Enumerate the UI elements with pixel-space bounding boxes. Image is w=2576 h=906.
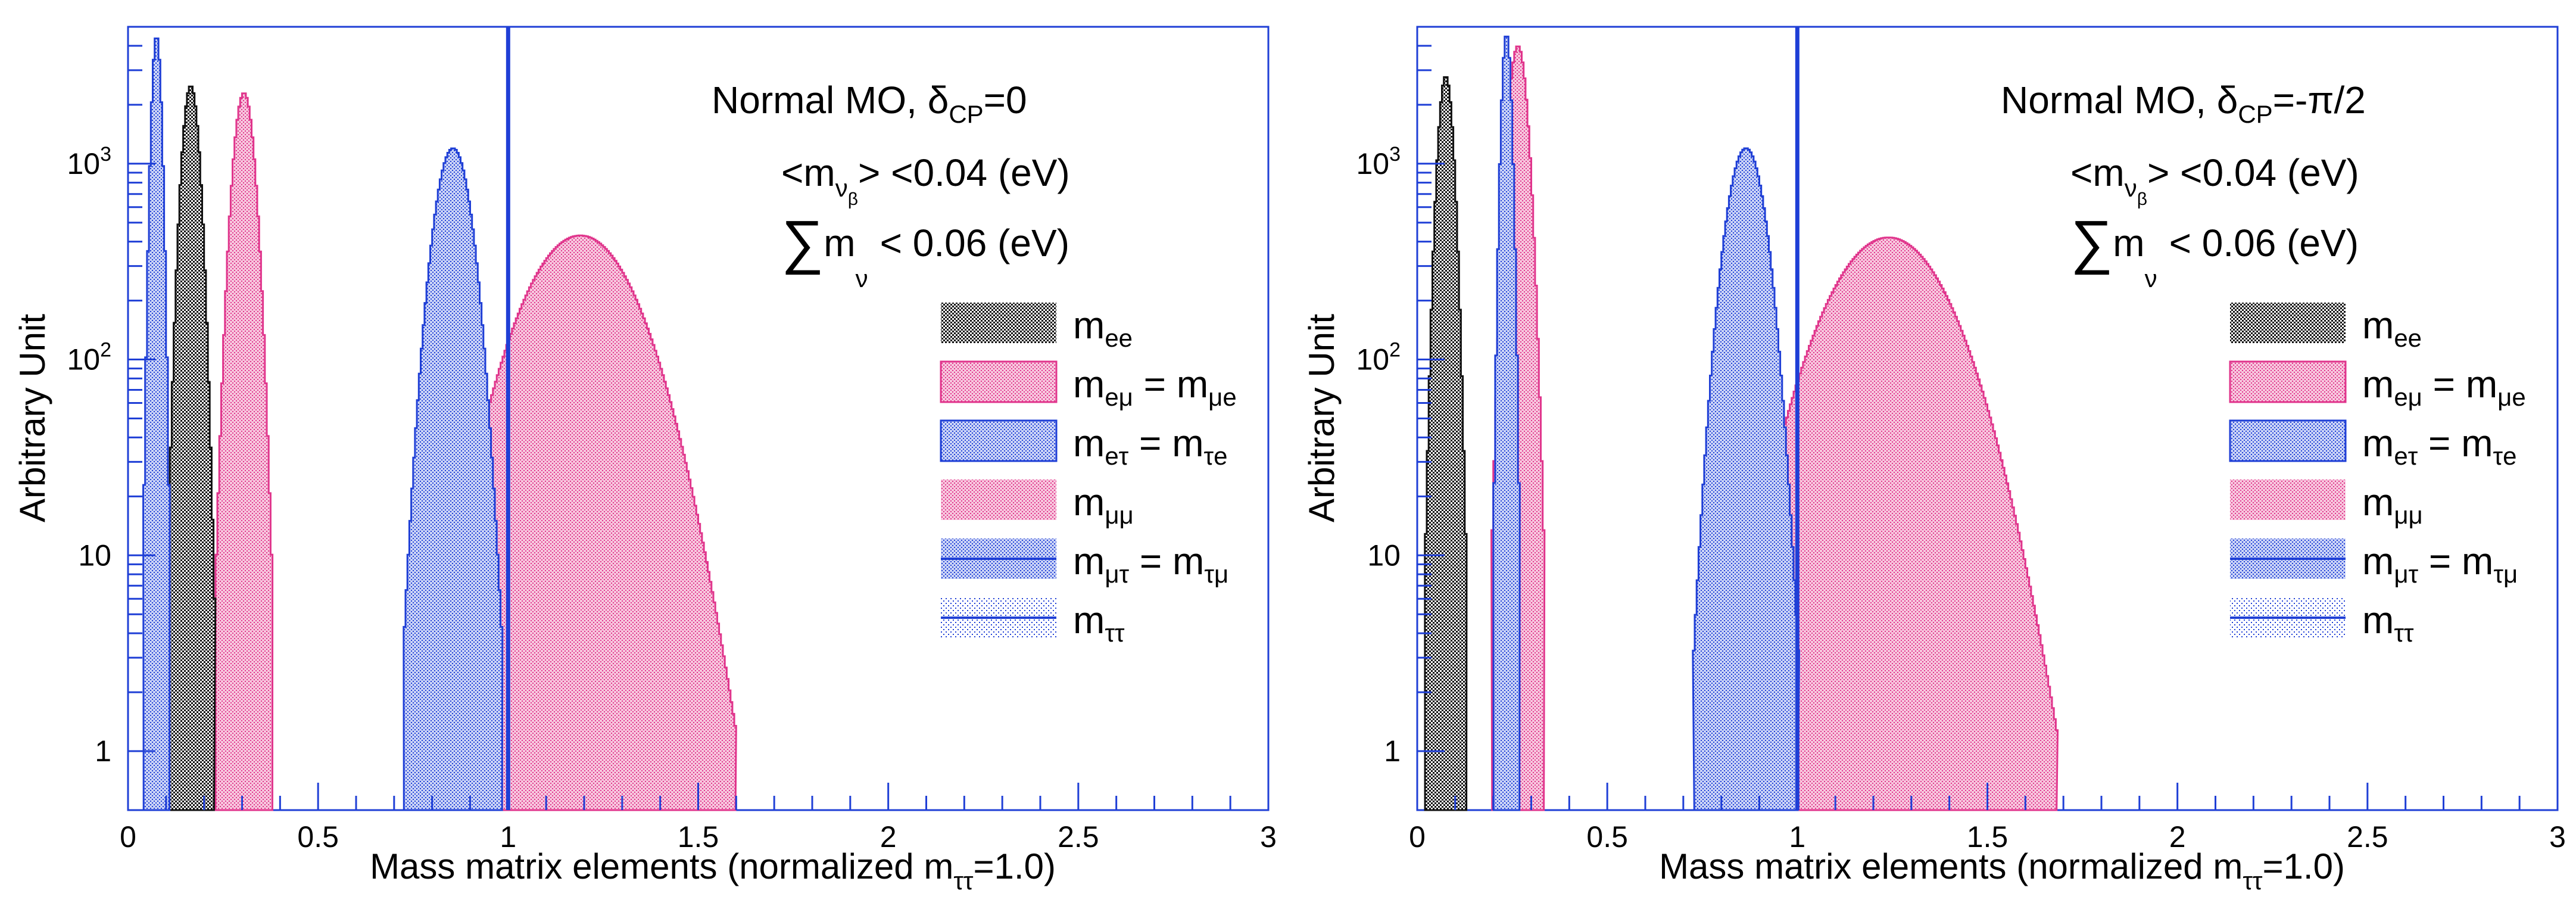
x-axis-title: Mass matrix elements (normalized mττ=1.0…: [370, 846, 1056, 895]
y-tick-label: 102: [1356, 339, 1401, 376]
x-tick-label: 0: [120, 820, 136, 854]
histogram-ee: [165, 85, 217, 811]
sum-limit-text: ∑mν< 0.06 (eV): [781, 208, 1069, 292]
mass-limit-text: <mνβ> <0.04 (eV): [2070, 151, 2359, 209]
legend: mee meμ = mμe meτ = mτe mμμ mμτ = mτμ: [940, 303, 1237, 647]
svg-text:meμ = mμe: meμ = mμe: [2362, 363, 2526, 411]
x-tick-label: 0.5: [297, 820, 339, 854]
histograms: [142, 38, 737, 811]
svg-text:meτ = mτe: meτ = mτe: [1073, 422, 1227, 470]
legend-entry: meμ = mμe: [940, 360, 1237, 411]
svg-text:mμμ: mμμ: [2362, 481, 2423, 529]
x-tick-label: 0: [1409, 820, 1426, 854]
x-tick-label: 0.5: [1586, 820, 1628, 854]
legend-entry: mμμ: [2230, 480, 2423, 529]
legend-swatch: [941, 480, 1056, 520]
y-tick-label: 1: [95, 734, 111, 768]
legend-swatch: [941, 303, 1056, 343]
histogram-ee: [1424, 76, 1468, 811]
y-tick-label: 10: [78, 538, 111, 572]
histogram-eτ: [1492, 35, 1521, 811]
legend-swatch: [940, 419, 1058, 462]
legend-entry: meτ = mτe: [2229, 419, 2516, 470]
title-text: Normal MO, δCP=-π/2: [2001, 79, 2366, 128]
y-ticks: 1 10 102 103: [1356, 26, 1445, 768]
legend-swatch: [2230, 480, 2346, 520]
legend-entry: meμ = mμe: [2229, 360, 2526, 411]
x-ticks: 0 0.5 1 1.5 2 2.5 3: [1409, 783, 2566, 854]
svg-text:meμ = mμe: meμ = mμe: [1073, 363, 1237, 411]
sum-limit-text: ∑mν< 0.06 (eV): [2070, 208, 2359, 292]
legend-entry: meτ = mτe: [940, 419, 1227, 470]
x-tick-label: 1: [1789, 820, 1805, 854]
legend: mee meμ = mμe meτ = mτe mμμ mμτ = mτμ: [2229, 303, 2526, 647]
legend-entry: mee: [941, 303, 1133, 352]
y-tick-label: 103: [1356, 143, 1401, 180]
svg-text:mee: mee: [1073, 304, 1133, 352]
y-tick-label: 102: [67, 339, 111, 376]
legend-swatch: [2229, 360, 2347, 403]
x-tick-label: 3: [2549, 820, 2566, 854]
legend-entry: mμτ = mτμ: [2230, 538, 2518, 588]
legend-entry: mττ: [941, 597, 1125, 647]
x-ticks: 0 0.5 1 1.5 2 2.5 3: [120, 783, 1277, 854]
y-tick-label: 103: [67, 143, 111, 180]
panel-right: 1 10 102 103 0 0.5 1 1.5 2 2.5 3 Arbitrary Unit M…: [1302, 26, 2566, 895]
histogram-eμ: [214, 92, 274, 811]
x-tick-label: 1.5: [678, 820, 719, 854]
x-tick-label: 2: [880, 820, 897, 854]
histogram-μτ: [403, 147, 504, 811]
svg-text:mee: mee: [2362, 304, 2422, 352]
x-tick-label: 1: [500, 820, 516, 854]
mass-limit-text: <mνβ> <0.04 (eV): [781, 151, 1070, 209]
y-tick-label: 1: [1384, 734, 1401, 768]
legend-entry: mee: [2230, 303, 2422, 352]
legend-entry: mμμ: [941, 480, 1134, 529]
histogram-eτ: [142, 38, 171, 811]
svg-text:meτ = mτe: meτ = mτe: [2362, 422, 2516, 470]
legend-entry: mττ: [2230, 597, 2414, 647]
x-tick-label: 3: [1260, 820, 1277, 854]
title-text: Normal MO, δCP=0: [712, 79, 1027, 128]
x-tick-label: 2.5: [2347, 820, 2388, 854]
legend-entry: mμτ = mτμ: [941, 538, 1228, 588]
legend-swatch: [940, 360, 1058, 403]
x-tick-label: 2: [2169, 820, 2186, 854]
svg-text:mμτ = mτμ: mμτ = mτμ: [1073, 540, 1228, 588]
x-tick-label: 2.5: [1058, 820, 1099, 854]
histogram-μτ: [1692, 147, 1801, 811]
svg-text:mμμ: mμμ: [1073, 481, 1134, 529]
y-tick-label: 10: [1367, 538, 1401, 572]
legend-swatch: [2229, 419, 2347, 462]
svg-text:mττ: mττ: [2362, 599, 2414, 647]
x-tick-label: 1.5: [1967, 820, 2009, 854]
y-axis-title: Arbitrary Unit: [1302, 314, 1342, 522]
panel-left: 1 10 102 103 0 0.5 1 1.5 2 2.5 3 Arbitrary Unit M…: [13, 26, 1277, 895]
histograms: [1424, 35, 2059, 811]
svg-text:mττ: mττ: [1073, 599, 1125, 647]
legend-swatch: [2230, 303, 2346, 343]
y-ticks: 1 10 102 103: [67, 26, 155, 768]
y-axis-title: Arbitrary Unit: [13, 314, 52, 522]
svg-text:mμτ = mτμ: mμτ = mτμ: [2362, 540, 2518, 588]
x-axis-title: Mass matrix elements (normalized mττ=1.0…: [1659, 846, 2345, 895]
